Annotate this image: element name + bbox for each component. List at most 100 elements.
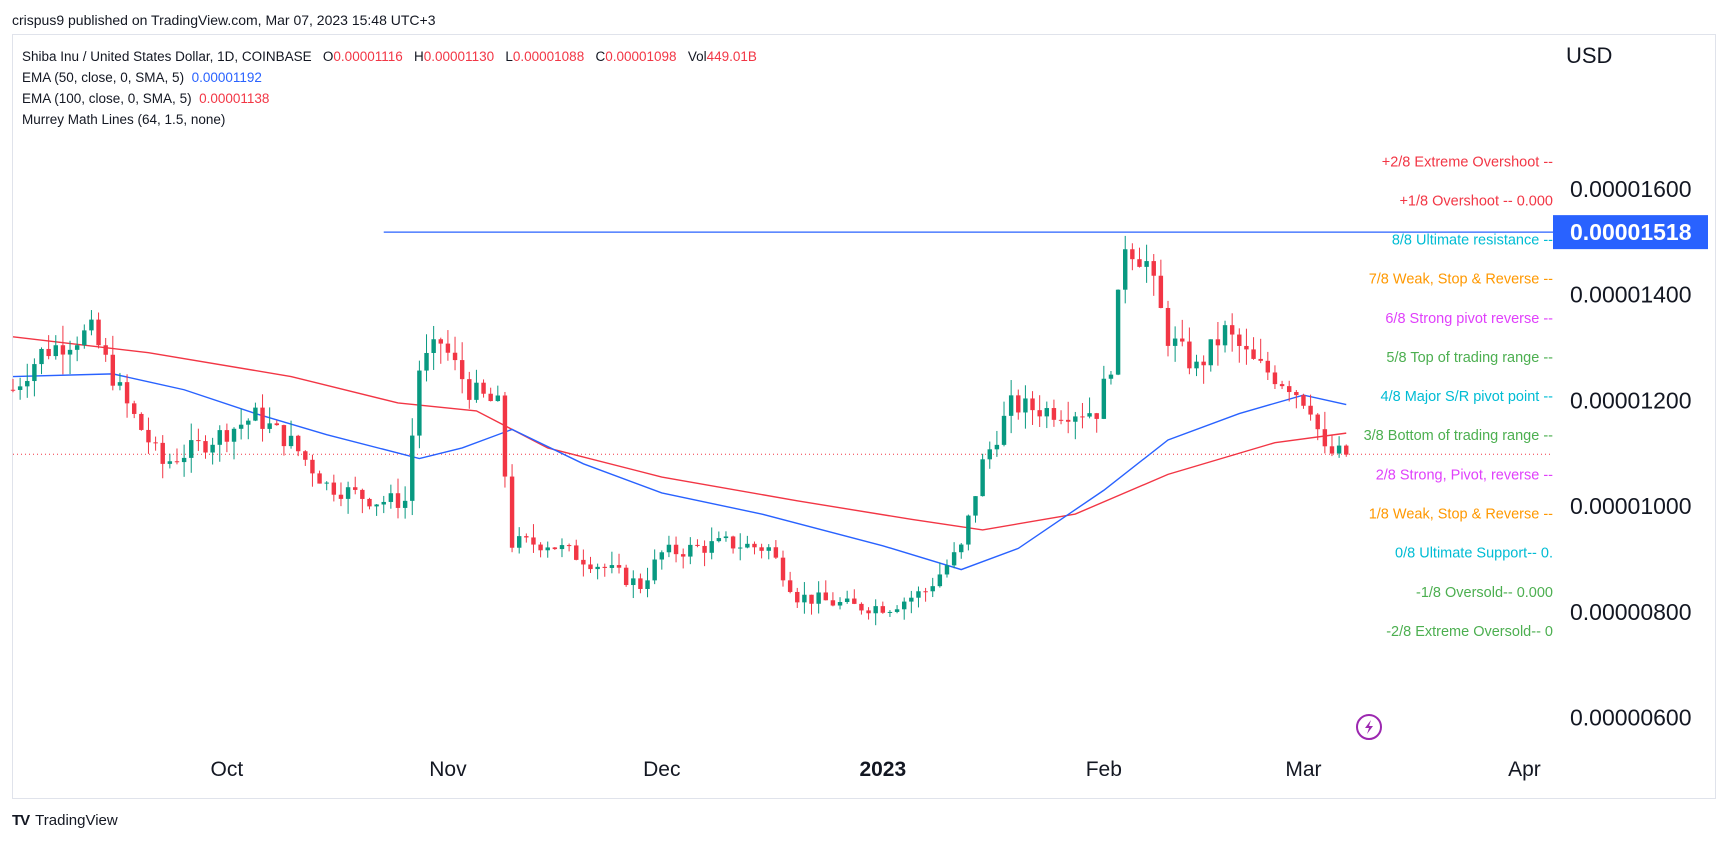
candle[interactable]	[773, 540, 779, 559]
candle[interactable]	[374, 504, 379, 516]
candle[interactable]	[424, 334, 429, 382]
candle[interactable]	[738, 533, 743, 561]
candle[interactable]	[987, 441, 992, 469]
candle[interactable]	[602, 563, 607, 577]
candle[interactable]	[1151, 254, 1156, 296]
candle[interactable]	[1208, 339, 1213, 372]
candle[interactable]	[844, 590, 850, 604]
candle[interactable]	[1030, 391, 1035, 425]
candle[interactable]	[559, 538, 565, 558]
candle[interactable]	[609, 551, 615, 574]
chart-frame[interactable]	[12, 34, 1716, 799]
legend-murrey-row[interactable]: Murrey Math Lines (64, 1.5, none)	[22, 109, 757, 130]
candle[interactable]	[438, 337, 443, 364]
candle[interactable]	[830, 592, 836, 607]
candle[interactable]	[474, 369, 479, 403]
candle[interactable]	[267, 407, 272, 434]
candle[interactable]	[1016, 389, 1021, 420]
candle[interactable]	[467, 371, 472, 409]
candle[interactable]	[1222, 320, 1228, 353]
candle[interactable]	[17, 377, 23, 400]
candle[interactable]	[1315, 413, 1320, 441]
lightning-icon[interactable]	[1356, 714, 1382, 740]
candle[interactable]	[973, 496, 978, 523]
candle[interactable]	[1172, 326, 1178, 362]
candle[interactable]	[574, 539, 579, 561]
candle[interactable]	[1344, 444, 1349, 457]
candle[interactable]	[894, 605, 900, 614]
candle[interactable]	[46, 335, 51, 360]
candle[interactable]	[1272, 365, 1278, 389]
candle[interactable]	[980, 453, 985, 497]
candle[interactable]	[923, 587, 928, 602]
candle[interactable]	[909, 590, 914, 614]
candle[interactable]	[516, 527, 522, 554]
candle[interactable]	[153, 436, 158, 451]
candle[interactable]	[89, 310, 94, 336]
candle[interactable]	[260, 394, 265, 442]
candle[interactable]	[616, 553, 622, 574]
candle[interactable]	[1286, 380, 1292, 402]
candle[interactable]	[787, 571, 793, 594]
candle[interactable]	[880, 601, 886, 614]
candle[interactable]	[916, 586, 921, 608]
candle[interactable]	[196, 428, 201, 451]
candle[interactable]	[652, 549, 657, 585]
candle[interactable]	[217, 425, 222, 462]
candle[interactable]	[74, 336, 80, 362]
candle[interactable]	[324, 481, 329, 491]
candle[interactable]	[1194, 354, 1199, 377]
candle[interactable]	[189, 423, 194, 473]
candle[interactable]	[345, 481, 351, 514]
candle[interactable]	[816, 581, 821, 614]
candle[interactable]	[1037, 395, 1042, 428]
legend-ema100-row[interactable]: EMA (100, close, 0, SMA, 5) 0.00001138	[22, 88, 757, 109]
candle[interactable]	[837, 597, 843, 610]
candle[interactable]	[1336, 436, 1342, 458]
candle[interactable]	[1294, 390, 1299, 409]
candle[interactable]	[224, 423, 230, 453]
candle[interactable]	[146, 417, 151, 454]
candle[interactable]	[1065, 401, 1071, 434]
candle[interactable]	[303, 450, 308, 466]
candle[interactable]	[631, 570, 636, 599]
candle[interactable]	[1237, 328, 1242, 363]
candle[interactable]	[944, 559, 950, 578]
candle[interactable]	[1251, 337, 1256, 360]
candle[interactable]	[1044, 401, 1050, 429]
candle[interactable]	[310, 454, 315, 487]
candle[interactable]	[901, 597, 907, 620]
candle[interactable]	[1279, 380, 1285, 390]
candle[interactable]	[959, 543, 964, 559]
candle[interactable]	[509, 464, 515, 553]
candle[interactable]	[552, 547, 558, 550]
tradingview-footer[interactable]: TV TradingView	[12, 812, 118, 829]
candle[interactable]	[139, 412, 144, 431]
candle[interactable]	[488, 387, 493, 402]
candle[interactable]	[131, 400, 137, 419]
candle[interactable]	[823, 580, 828, 601]
candle[interactable]	[181, 444, 187, 477]
candle[interactable]	[1165, 300, 1171, 357]
candle[interactable]	[745, 535, 750, 549]
candle[interactable]	[709, 527, 714, 560]
candle[interactable]	[1123, 235, 1128, 304]
candle[interactable]	[402, 486, 408, 519]
candle[interactable]	[281, 424, 287, 456]
candle[interactable]	[595, 563, 600, 580]
candle[interactable]	[253, 402, 258, 422]
candle[interactable]	[360, 488, 365, 514]
candle[interactable]	[238, 408, 244, 440]
candle[interactable]	[338, 482, 344, 507]
candle[interactable]	[53, 335, 58, 360]
candle[interactable]	[417, 360, 422, 449]
candle[interactable]	[566, 543, 572, 552]
candle[interactable]	[723, 531, 729, 542]
candle[interactable]	[951, 542, 957, 569]
candle[interactable]	[1080, 403, 1085, 429]
candle[interactable]	[381, 495, 386, 514]
candle[interactable]	[331, 474, 337, 502]
candle[interactable]	[1265, 351, 1271, 381]
candle[interactable]	[231, 427, 237, 460]
